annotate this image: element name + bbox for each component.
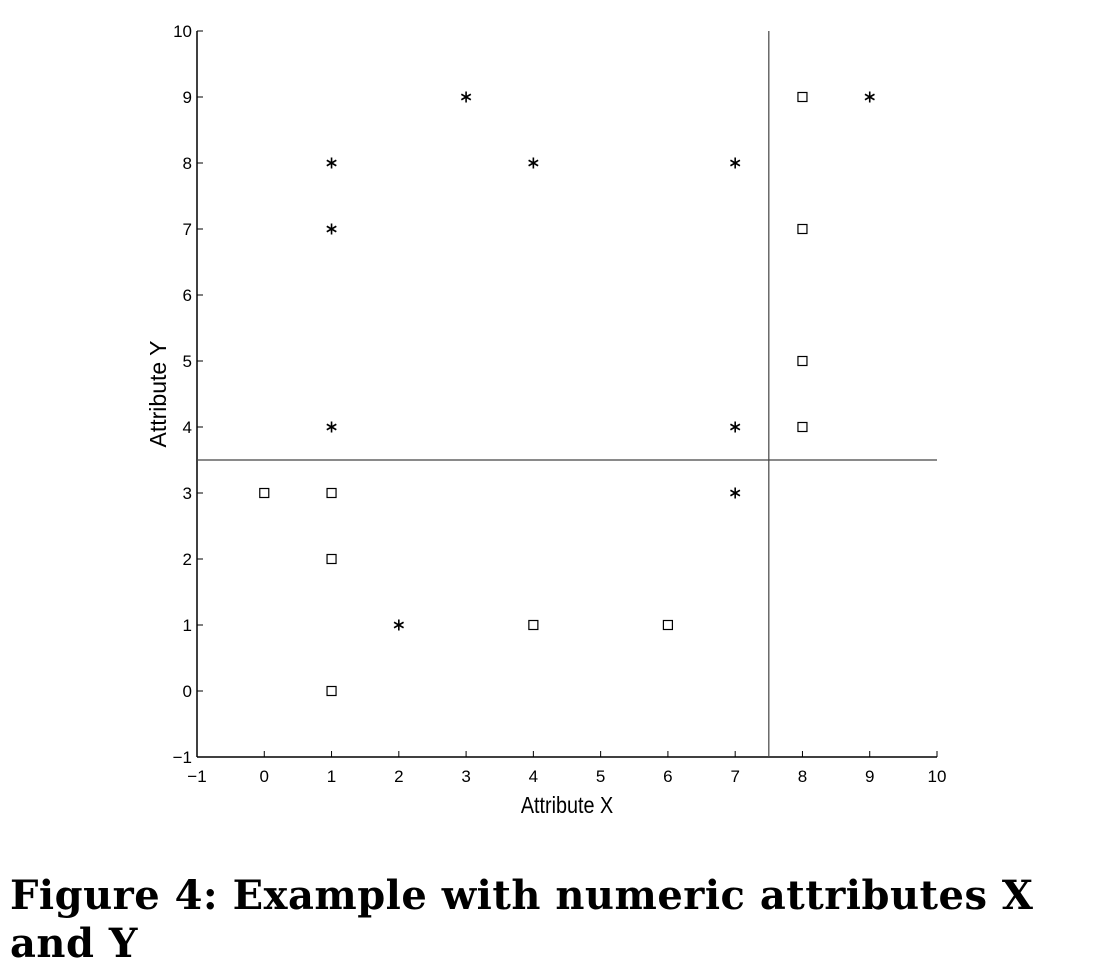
x-tick-label: 1 [327, 767, 336, 786]
x-tick-label: 8 [798, 767, 807, 786]
y-tick-label: 4 [183, 418, 192, 437]
figure-caption: Figure 4: Example with numeric attribute… [10, 872, 1034, 967]
y-tick-label: 7 [183, 220, 192, 239]
asterisk-marker [730, 487, 741, 499]
square-marker [797, 91, 808, 103]
x-tick-label: 7 [730, 767, 739, 786]
asterisk-marker [393, 619, 404, 631]
y-tick-label: 3 [183, 484, 192, 503]
y-tick-label: 8 [183, 154, 192, 173]
square-marker [259, 487, 270, 499]
asterisk-marker [730, 421, 741, 433]
split-lines [197, 31, 937, 757]
asterisk-marker [730, 157, 741, 169]
x-tick-label: 6 [663, 767, 672, 786]
asterisk-marker [864, 91, 875, 103]
asterisk-marker [528, 157, 539, 169]
x-tick-label: 3 [461, 767, 470, 786]
x-tick-label: 2 [394, 767, 403, 786]
x-ticks: −1 0 1 2 3 4 5 6 7 8 9 10 [187, 751, 946, 786]
asterisk-marker [326, 223, 337, 235]
asterisk-marker [460, 91, 472, 103]
square-marker [797, 223, 808, 235]
y-tick-label: 1 [183, 616, 192, 635]
square-marker [797, 421, 808, 433]
square-marker [326, 685, 337, 697]
y-tick-label: 9 [183, 88, 192, 107]
y-tick-label: −1 [173, 748, 192, 767]
square-marker [326, 553, 337, 565]
x-tick-label: 4 [529, 767, 538, 786]
square-marker [326, 487, 337, 499]
y-tick-label: 5 [183, 352, 192, 371]
data-points [259, 91, 875, 697]
square-marker [528, 619, 539, 631]
x-axis-label: Attribute X [521, 793, 613, 819]
x-tick-label: 9 [865, 767, 874, 786]
y-tick-label: 10 [173, 22, 192, 41]
x-tick-label: −1 [187, 767, 206, 786]
square-marker [797, 355, 808, 367]
axes [196, 31, 937, 758]
asterisk-marker [326, 421, 337, 433]
asterisk-marker [326, 157, 337, 169]
y-ticks: −1 0 1 2 3 4 5 6 7 8 9 10 [173, 22, 203, 767]
scatter-plot: −1 0 1 2 3 4 5 6 7 8 9 10 −1 0 1 2 3 4 5 6 7 8 9 10 Attribute … [145, 22, 946, 819]
x-tick-label: 0 [260, 767, 269, 786]
y-tick-label: 2 [183, 550, 192, 569]
x-tick-label: 10 [928, 767, 947, 786]
y-axis-label: Attribute Y [145, 341, 171, 448]
x-tick-label: 5 [596, 767, 605, 786]
y-tick-label: 0 [183, 682, 192, 701]
y-tick-label: 6 [183, 286, 192, 305]
square-marker [662, 619, 674, 631]
